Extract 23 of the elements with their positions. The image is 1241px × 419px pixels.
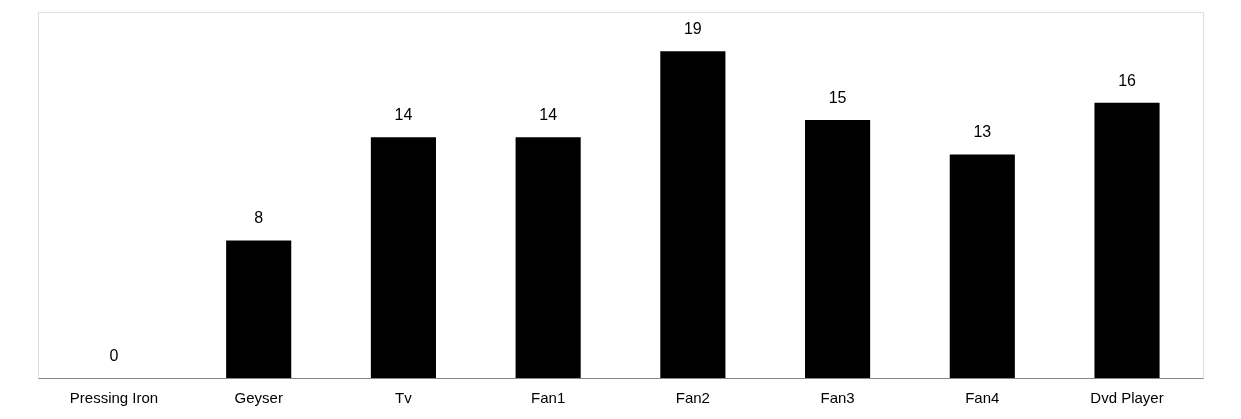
bar	[1094, 102, 1160, 378]
data-label: 8	[254, 209, 264, 227]
bar	[805, 120, 871, 378]
data-label: 14	[394, 106, 413, 124]
data-label: 16	[1118, 71, 1137, 89]
bar	[660, 51, 726, 378]
x-tick-label: Fan3	[820, 388, 855, 406]
bar	[949, 154, 1015, 378]
data-label: 0	[109, 347, 119, 364]
x-tick-label: Fan2	[675, 388, 710, 406]
data-label: 14	[539, 106, 558, 124]
data-label: 15	[828, 89, 847, 107]
x-tick-label: Geyser	[234, 388, 283, 406]
data-label: 13	[973, 123, 992, 141]
x-tick-label: Pressing Iron	[69, 388, 159, 406]
bar	[370, 137, 436, 378]
x-tick-label: Fan4	[965, 388, 1000, 406]
x-tick-label: Dvd Player	[1090, 388, 1164, 406]
x-tick-label: Fan1	[531, 388, 566, 406]
bar	[226, 240, 292, 378]
x-tick-label: Tv	[395, 388, 413, 406]
data-label: 19	[683, 20, 702, 38]
bar	[515, 137, 581, 378]
